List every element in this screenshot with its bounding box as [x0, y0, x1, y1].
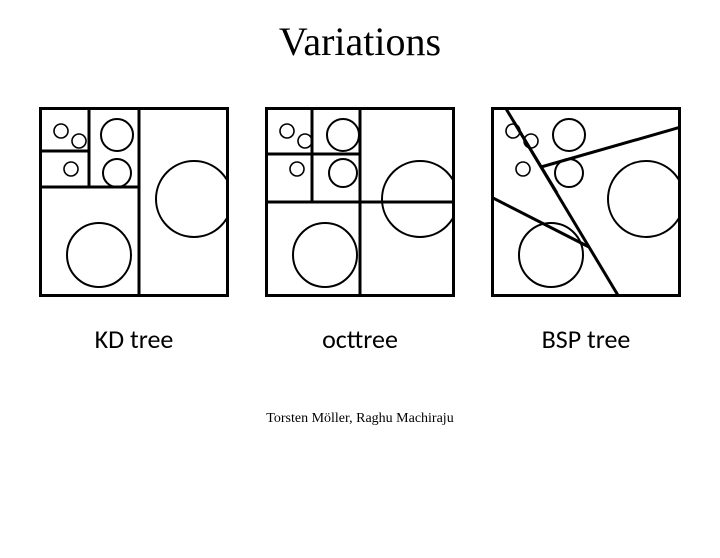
kd-circles [54, 119, 229, 287]
diagram-kd [39, 107, 229, 297]
kd-lines [39, 107, 139, 297]
footer-credit: Torsten Möller, Raghu Machiraju [0, 411, 720, 427]
circle [293, 223, 357, 287]
circle [64, 162, 78, 176]
circle [280, 124, 294, 138]
circle [516, 162, 530, 176]
circle [553, 119, 585, 151]
panels-row: KD tree octtree BSP tree [0, 107, 720, 355]
page-title: Variations [0, 18, 720, 65]
panel-kd: KD tree [39, 107, 229, 355]
circle [67, 223, 131, 287]
caption-oct: octtree [322, 323, 398, 355]
circle [156, 161, 229, 237]
circle [101, 119, 133, 151]
circle [608, 161, 681, 237]
bsp-circles [506, 119, 681, 287]
partition-line [541, 127, 681, 167]
panel-bsp: BSP tree [491, 107, 681, 355]
circle [290, 162, 304, 176]
circle [54, 124, 68, 138]
bsp-lines [491, 107, 681, 297]
diagram-oct [265, 107, 455, 297]
partition-line [514, 122, 557, 193]
circle [298, 134, 312, 148]
circle [103, 159, 131, 187]
circle [519, 223, 583, 287]
circle [327, 119, 359, 151]
circle [329, 159, 357, 187]
caption-kd: KD tree [95, 323, 174, 355]
circle [72, 134, 86, 148]
caption-bsp: BSP tree [542, 323, 631, 355]
diagram-bsp [491, 107, 681, 297]
oct-lines [265, 107, 455, 297]
circle [382, 161, 455, 237]
panel-oct: octtree [265, 107, 455, 355]
